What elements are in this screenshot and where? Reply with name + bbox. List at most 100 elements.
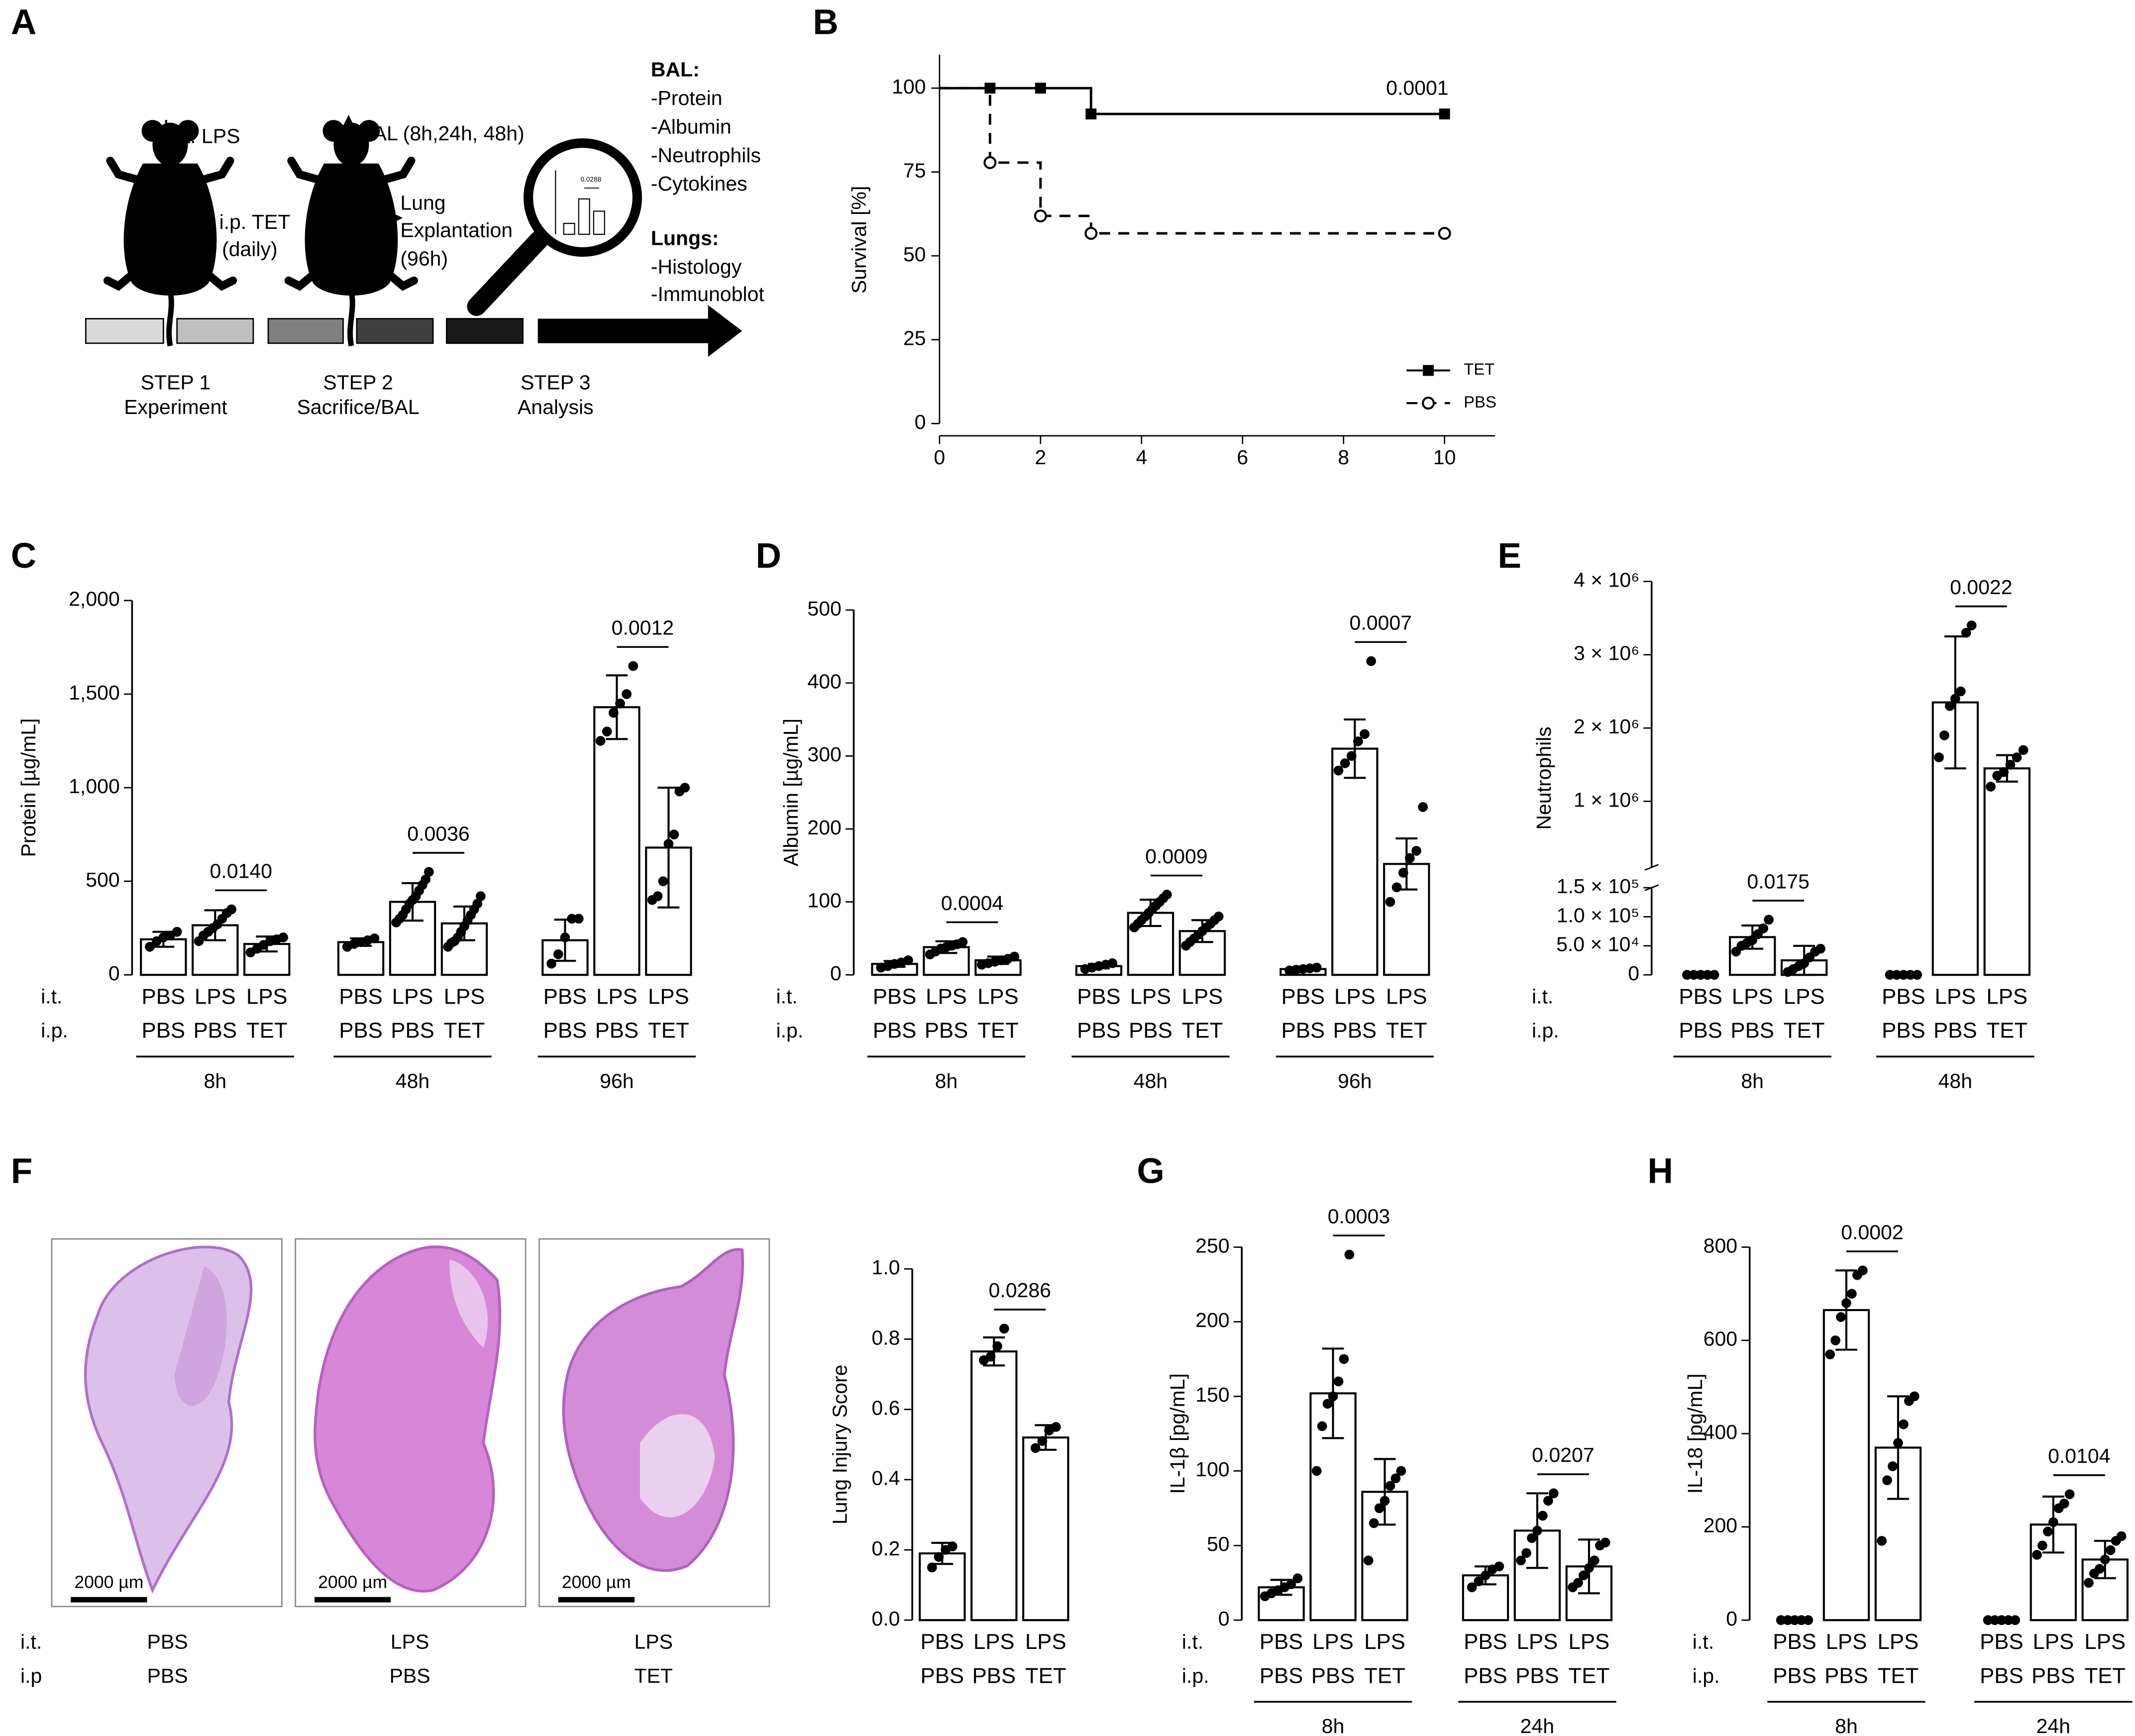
data-point	[595, 736, 606, 746]
data-point	[1322, 1399, 1333, 1409]
readout-item: -Neutrophils	[651, 144, 761, 167]
y-tick-label: 25	[903, 327, 926, 350]
data-point	[1333, 1376, 1344, 1387]
data-point	[1346, 751, 1357, 761]
row-label: i.p.	[41, 1019, 68, 1042]
step-label: Sacrifice/BAL	[297, 396, 419, 418]
data-point	[1905, 970, 1916, 980]
data-point	[1909, 1391, 1920, 1402]
data-point	[1481, 1570, 1491, 1581]
row-label: i.p	[20, 1664, 42, 1687]
data-point	[927, 1562, 937, 1573]
x-tick-label: 6	[1237, 446, 1248, 469]
data-point	[1051, 1422, 1061, 1432]
data-point	[1548, 1488, 1559, 1499]
x-tick-label: 8	[1338, 446, 1349, 469]
y-tick-label: 100	[892, 75, 926, 98]
y-tick-label: 400	[807, 670, 841, 693]
harvest-label: Lung	[400, 192, 445, 214]
row-label: i.t.	[776, 985, 798, 1008]
p-value: 0.0022	[1950, 576, 2012, 599]
data-point	[226, 904, 236, 915]
category-label: PBS	[925, 1019, 968, 1043]
y-tick-label: 4 × 10⁶	[1574, 568, 1639, 591]
bar	[1983, 767, 2031, 976]
y-tick-label: 5.0 × 10⁴	[1556, 933, 1639, 956]
category-label: PBS	[1730, 1019, 1774, 1043]
data-point	[1360, 729, 1370, 739]
bar	[593, 706, 640, 976]
group-label: 8h	[935, 1069, 958, 1092]
group-label: 8h	[204, 1069, 226, 1092]
category-label: PBS	[1281, 1019, 1325, 1043]
data-point	[1374, 1503, 1385, 1514]
category-label: PBS	[921, 1664, 964, 1688]
y-tick-label: 50	[903, 243, 926, 266]
data-point	[1830, 1335, 1840, 1345]
data-point	[1815, 943, 1825, 954]
category-label: PBS	[339, 1019, 383, 1043]
category-label: LPS	[1517, 1630, 1558, 1654]
y-axis-label: Neutrophils	[1532, 726, 1555, 829]
survival-line	[939, 87, 1445, 115]
category-label: LPS	[1826, 1630, 1867, 1654]
category-label: TET	[977, 1019, 1019, 1043]
y-tick-label: 500	[86, 868, 119, 891]
data-point	[1945, 701, 1955, 711]
p-value: 0.0036	[407, 822, 469, 845]
legend-label: PBS	[1464, 393, 1496, 411]
data-point	[1783, 1615, 1793, 1625]
panel-label: C	[11, 536, 36, 576]
category-label: PBS	[1464, 1664, 1507, 1688]
data-point	[1696, 970, 1706, 980]
data-point	[2043, 1527, 2053, 1536]
y-tick-label: 0	[915, 410, 926, 433]
y-tick-label: 600	[1704, 1328, 1737, 1350]
category-label: PBS	[543, 984, 587, 1009]
condition-label: TET	[635, 1664, 673, 1687]
marker	[1034, 209, 1047, 222]
y-tick-label: 0.6	[871, 1396, 900, 1419]
category-label: TET	[1182, 1019, 1223, 1043]
category-label: LPS	[926, 984, 967, 1009]
category-label: LPS	[1364, 1630, 1405, 1654]
mouse-icon	[107, 120, 233, 346]
magnifier-lens	[523, 138, 642, 257]
y-tick-label: 0	[108, 962, 120, 985]
panel-label: A	[11, 2, 36, 42]
data-point	[1689, 970, 1699, 980]
category-label: PBS	[1333, 1019, 1377, 1043]
panel-a: A i.t. LPS i.p. TET (daily) BAL (8h,24h,…	[11, 2, 764, 418]
data-point	[1411, 846, 1421, 856]
y-tick-label: 100	[1195, 1458, 1229, 1481]
data-point	[958, 937, 968, 947]
data-point	[421, 874, 431, 885]
category-label: PBS	[1980, 1630, 2024, 1654]
data-point	[1532, 1526, 1542, 1536]
data-point	[2095, 1564, 2105, 1574]
data-point	[2012, 752, 2022, 762]
category-label: LPS	[977, 984, 1019, 1009]
data-point	[1328, 1391, 1338, 1402]
data-point	[1333, 765, 1344, 776]
y-axis-label: IL-1β [pg/mL]	[1166, 1373, 1189, 1494]
y-tick-label: 0.0	[871, 1607, 900, 1630]
data-point	[1390, 1473, 1401, 1484]
row-label: i.p.	[1693, 1664, 1720, 1687]
scale-bar-label: 2000 µm	[74, 1572, 143, 1592]
data-point	[475, 891, 486, 902]
treatment-label: i.t. LPS	[174, 124, 240, 147]
histology-detail	[174, 1266, 227, 1406]
data-point	[1340, 758, 1350, 768]
y-tick-label: 100	[807, 889, 841, 912]
category-label: PBS	[1679, 984, 1722, 1009]
data-point	[1213, 912, 1224, 921]
group-label: 96h	[1338, 1069, 1372, 1092]
y-tick-label: 0	[1218, 1607, 1230, 1630]
axis-break	[1644, 864, 1659, 871]
category-label: PBS	[142, 984, 186, 1009]
data-point	[658, 876, 668, 887]
data-point	[1467, 1582, 1477, 1593]
y-tick-label: 800	[1704, 1234, 1737, 1257]
survival-line	[939, 87, 1445, 235]
